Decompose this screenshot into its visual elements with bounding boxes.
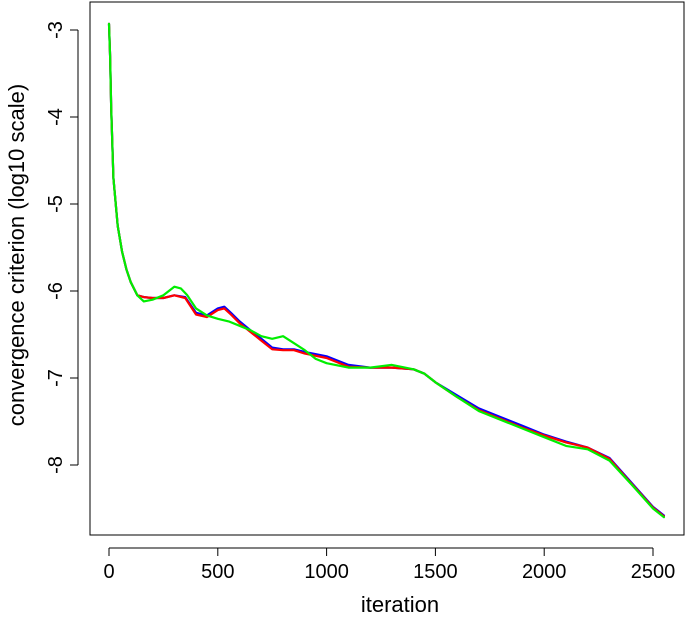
y-tick-label: -4 (45, 108, 67, 126)
x-axis-title: iteration (361, 592, 439, 617)
x-tick-label: 500 (201, 561, 234, 583)
y-tick-label: -6 (45, 282, 67, 300)
series-line-3 (107, 22, 666, 519)
x-tick-label: 0 (103, 561, 114, 583)
y-tick-label: -8 (45, 456, 67, 474)
x-tick-label: 2000 (522, 561, 567, 583)
y-tick-label: -7 (45, 369, 67, 387)
plot-frame (89, 1, 685, 536)
x-tick-label: 2500 (631, 561, 676, 583)
y-axis-title: convergence criterion (log10 scale) (4, 84, 29, 426)
x-axis: 0 500 1000 1500 2000 2500 (103, 547, 676, 583)
x-tick-label: 1500 (413, 561, 458, 583)
y-tick-label: -3 (45, 21, 67, 39)
series-layer (107, 22, 666, 519)
x-tick-label: 1000 (304, 561, 349, 583)
series-line-1 (107, 22, 666, 517)
y-axis: -3 -4 -5 -6 -7 -8 (45, 21, 79, 474)
y-tick-label: -5 (45, 195, 67, 213)
series-line-2 (107, 22, 666, 518)
